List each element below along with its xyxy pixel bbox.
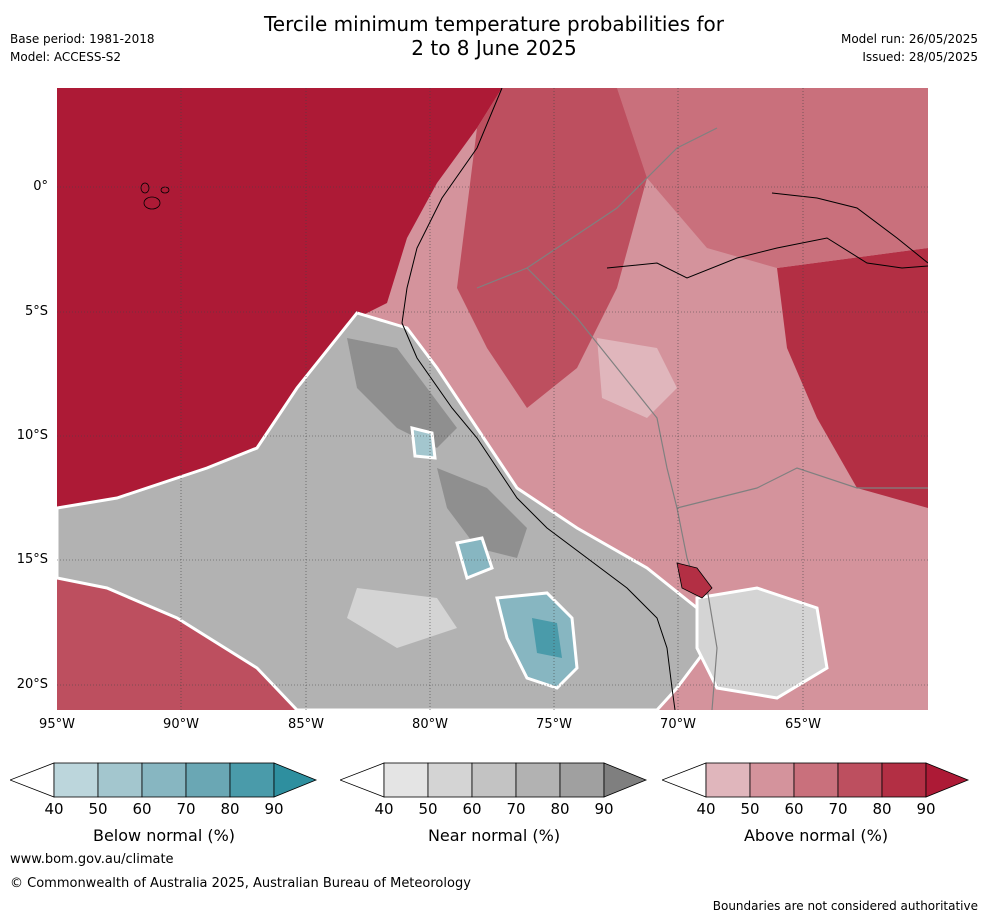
lon-label: 95°W: [39, 717, 75, 732]
colorbar-extend-high: [925, 762, 970, 798]
colorbar-tick-label: 70: [176, 800, 196, 818]
colorbar-tick-label: 60: [784, 800, 804, 818]
colorbar-tick-label: 40: [44, 800, 64, 818]
colorbar-tick-label: 50: [88, 800, 108, 818]
boundary-disclaimer: Boundaries are not considered authoritat…: [712, 899, 978, 913]
colorbar-tick-label: 40: [696, 800, 716, 818]
region-below-normal-north: [410, 426, 437, 460]
colorbar-above-normal: [662, 762, 970, 798]
colorbar-below-normal: [10, 762, 318, 798]
title-line-2: 2 to 8 June 2025: [411, 36, 577, 60]
region-above-80-east: [777, 248, 928, 508]
lat-label: 0°: [33, 179, 48, 194]
colorbar-tick-label: 90: [594, 800, 614, 818]
probability-map: [57, 88, 928, 710]
region-near-50: [347, 588, 457, 648]
region-above-50-inland: [597, 338, 677, 418]
colorbar-tick-label: 40: [374, 800, 394, 818]
base-period: Base period: 1981-2018: [10, 32, 155, 46]
issued-date: Issued: 28/05/2025: [862, 50, 978, 64]
galapagos-island: [140, 182, 150, 194]
colorbar-tick-label: 60: [462, 800, 482, 818]
colorbar-segment: [427, 762, 473, 798]
colorbar-segment: [141, 762, 187, 798]
website-url[interactable]: www.bom.gov.au/climate: [10, 852, 174, 867]
colorbar-tick-label: 90: [264, 800, 284, 818]
lon-label: 90°W: [163, 717, 199, 732]
lon-label: 70°W: [660, 717, 696, 732]
lat-label: 5°S: [24, 304, 48, 319]
colorbar-extend-low: [10, 762, 55, 798]
region-near-90: [347, 338, 457, 448]
colorbar-segment: [793, 762, 839, 798]
region-below-80: [532, 618, 562, 658]
lat-label: 10°S: [16, 428, 48, 443]
colorbar-segment: [559, 762, 605, 798]
lon-label: 80°W: [412, 717, 448, 732]
model-name: Model: ACCESS-S2: [10, 50, 122, 64]
country-boundary-south: [706, 587, 718, 710]
colorbar-tick-label: 80: [550, 800, 570, 818]
lon-label: 65°W: [785, 717, 821, 732]
lon-label: 75°W: [536, 717, 572, 732]
colorbar-label-above: Above normal (%): [743, 826, 889, 845]
map-title: Tercile minimum temperature probabilitie…: [0, 12, 988, 60]
colorbar-extend-high: [603, 762, 648, 798]
title-line-1: Tercile minimum temperature probabilitie…: [263, 12, 725, 36]
colorbar-segment: [705, 762, 751, 798]
colorbar-tick-label: 70: [828, 800, 848, 818]
colorbar-tick-label: 50: [740, 800, 760, 818]
region-above-90-ocean: [57, 88, 502, 508]
metadata-left: Base period: 1981-2018 Model: ACCESS-S2: [10, 30, 155, 66]
colorbar-segment: [229, 762, 275, 798]
region-near-90-south: [437, 468, 527, 558]
colorbar-label-below: Below normal (%): [92, 826, 236, 845]
model-run-date: Model run: 26/05/2025: [840, 32, 978, 46]
colorbar-tick-label: 90: [916, 800, 936, 818]
river-line: [606, 237, 928, 279]
colorbar-segment: [53, 762, 99, 798]
colorbar-segment: [471, 762, 517, 798]
river-line-north: [771, 192, 928, 264]
colorbar-extend-low: [340, 762, 385, 798]
colorbar-segment: [837, 762, 883, 798]
region-above-80-coast: [457, 88, 647, 408]
country-boundary-east: [676, 467, 928, 509]
colorbar-segment: [749, 762, 795, 798]
colorbar-tick-label: 80: [872, 800, 892, 818]
copyright-notice: © Commonwealth of Australia 2025, Austra…: [10, 876, 471, 891]
metadata-right: Model run: 26/05/2025 Issued: 28/05/2025: [841, 30, 978, 66]
colorbar-segment: [515, 762, 561, 798]
region-above-80-south: [57, 568, 317, 710]
graticule: [57, 88, 928, 710]
lon-label: 85°W: [288, 717, 324, 732]
colorbar-tick-label: 70: [506, 800, 526, 818]
country-boundary-north: [476, 127, 718, 289]
country-boundary: [526, 267, 698, 589]
colorbar-tick-label: 50: [418, 800, 438, 818]
region-near-normal-east: [695, 586, 829, 700]
colorbar-extend-low: [662, 762, 707, 798]
lake-titicaca: [676, 562, 713, 599]
region-above-70-north: [617, 88, 928, 268]
colorbar-extend-high: [273, 762, 318, 798]
lat-label: 15°S: [16, 552, 48, 567]
colorbar-label-near: Near normal (%): [427, 826, 561, 845]
colorbar-near-normal: [340, 762, 648, 798]
colorbar-segment: [185, 762, 231, 798]
colorbar-tick-label: 60: [132, 800, 152, 818]
region-below-normal-mid: [455, 536, 494, 581]
colorbar-tick-label: 80: [220, 800, 240, 818]
colorbar-segment: [383, 762, 429, 798]
coastline: [401, 88, 676, 710]
colorbar-segment: [881, 762, 927, 798]
galapagos-island: [143, 196, 161, 210]
lat-label: 20°S: [16, 677, 48, 692]
colorbar-segment: [97, 762, 143, 798]
